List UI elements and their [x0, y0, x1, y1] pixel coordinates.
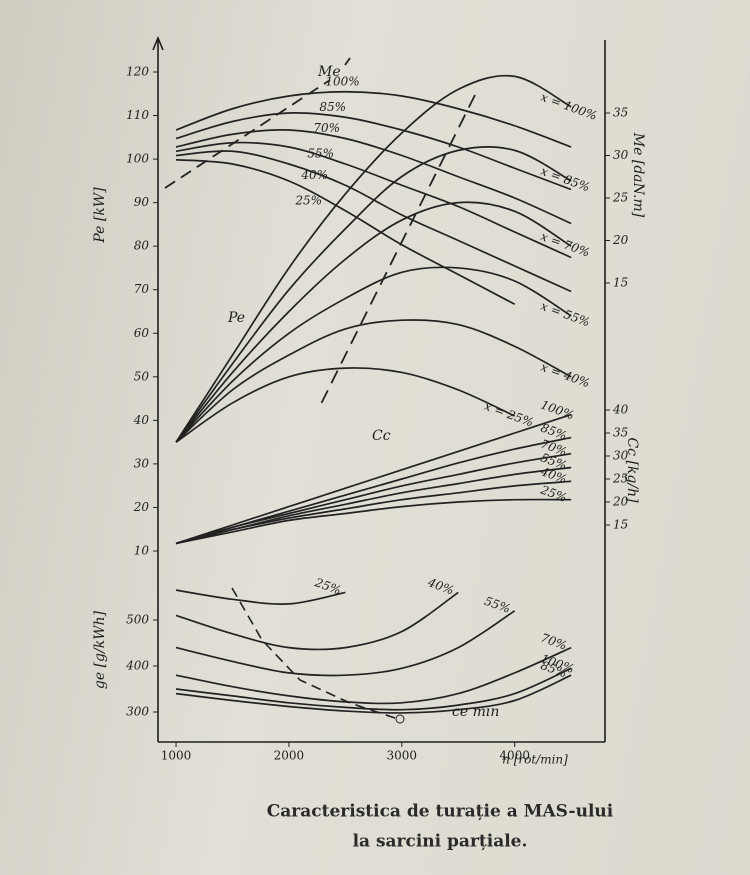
y-tick-label: 110: [126, 108, 149, 122]
y-tick-label: 120: [126, 65, 149, 79]
curve-label: Me: [317, 64, 341, 80]
curve: [175, 589, 346, 605]
series-label: 70%: [313, 121, 340, 135]
series-label: x = 55%: [539, 299, 592, 330]
y-tick-label: 35: [613, 426, 628, 440]
max-torque-locus: [164, 57, 351, 189]
y-tick-label: 300: [126, 705, 149, 719]
curve: [175, 158, 516, 306]
curve: [175, 436, 572, 545]
y-tick-label: 15: [613, 276, 628, 290]
series-label: 55%: [482, 594, 512, 616]
y-tick-label: 60: [134, 326, 150, 340]
curve: [175, 667, 572, 711]
y-tick-label: 25: [612, 472, 628, 486]
curve: [175, 591, 459, 651]
x-tick-label: 3000: [387, 749, 418, 763]
y-tick-label: 40: [133, 413, 150, 427]
y-tick-label: 35: [613, 106, 628, 120]
y-tick-label: 40: [612, 403, 629, 417]
series-label: 70%: [539, 631, 569, 653]
series-label: 25%: [294, 193, 322, 207]
y-tick-label: 80: [134, 239, 150, 253]
curve: [175, 319, 572, 443]
curve: [175, 129, 572, 225]
curve: [175, 646, 572, 705]
y-tick-label: 30: [613, 449, 629, 463]
y-axis-label: Me [daN.m]: [630, 132, 646, 218]
series-label: x = 100%: [539, 90, 599, 123]
y-tick-label: 30: [134, 456, 150, 470]
curve: [175, 452, 572, 545]
y-tick-label: 50: [134, 369, 150, 383]
series-label: 100%: [325, 74, 359, 88]
x-tick-label: 1000: [161, 749, 192, 763]
curve-label: Cc: [372, 428, 391, 444]
series-label: 55%: [307, 147, 334, 161]
y-tick-label: 70: [134, 282, 150, 296]
curve: [175, 413, 572, 545]
y-axis-label: Cc [kg/h]: [624, 437, 640, 503]
curve: [175, 150, 572, 293]
curve: [175, 367, 516, 443]
curve: [175, 112, 572, 191]
x-tick-label: 2000: [274, 749, 305, 763]
y-tick-label: 15: [613, 518, 628, 532]
curve: [175, 610, 516, 677]
axes-frame: [152, 35, 606, 743]
y-tick-label: 25: [612, 191, 628, 205]
series-label: 40%: [425, 575, 456, 598]
curve-label: Pe: [227, 310, 245, 326]
y-tick-label: 20: [612, 233, 629, 247]
series-label: x = 40%: [539, 360, 592, 391]
series-label: x = 85%: [539, 164, 592, 195]
max-power-locus: [317, 94, 476, 411]
curve: [175, 201, 572, 443]
y-tick-label: 100: [126, 152, 149, 166]
series-label: x = 25%: [482, 399, 535, 430]
curve: [175, 74, 572, 443]
y-tick-label: 30: [613, 148, 629, 162]
curve-label: ce min: [452, 704, 499, 720]
curve: [175, 674, 572, 714]
curve: [175, 145, 572, 443]
y-axis-label: Pe [kW]: [92, 187, 108, 244]
y-axis-label: ge [g/kWh]: [92, 610, 108, 689]
curve: [175, 90, 572, 148]
y-tick-label: 500: [126, 613, 149, 627]
x-tick-label: 4000: [499, 749, 530, 763]
curve: [175, 498, 572, 545]
y-tick-label: 400: [125, 659, 149, 673]
caption-line: la sarcini parțiale.: [353, 832, 528, 852]
caption-line: Caracteristica de turație a MAS-ului: [267, 802, 614, 822]
curve: [175, 141, 572, 259]
y-tick-label: 20: [133, 500, 150, 514]
y-tick-label: 20: [612, 495, 629, 509]
min-point: [395, 714, 405, 724]
min-consumption-locus: [231, 587, 396, 719]
curve: [175, 480, 572, 545]
y-tick-label: 10: [134, 544, 150, 558]
curve: [175, 266, 572, 443]
series-label: 25%: [312, 575, 343, 598]
y-tick-label: 90: [134, 195, 150, 209]
x-axis-label: n [rot/min]: [502, 753, 568, 767]
series-label: 40%: [300, 168, 328, 182]
series-label: 85%: [319, 100, 346, 114]
